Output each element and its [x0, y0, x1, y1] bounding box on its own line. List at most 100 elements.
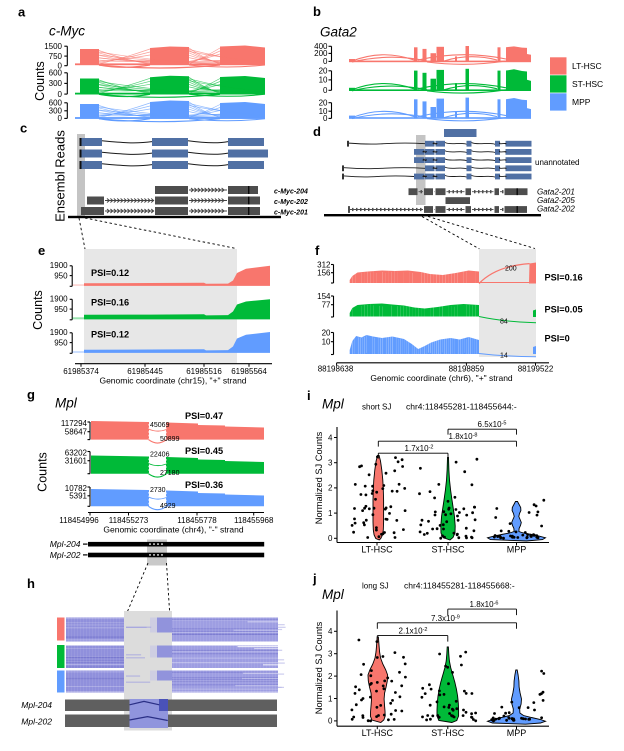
- svg-text:c-Myc-202: c-Myc-202: [274, 199, 308, 206]
- svg-text:154: 154: [317, 292, 331, 301]
- svg-text:2: 2: [328, 484, 333, 493]
- svg-text:0: 0: [328, 717, 333, 726]
- svg-text:117294: 117294: [61, 419, 88, 428]
- svg-text:950: 950: [54, 338, 68, 347]
- svg-text:chr4:118455281-118455668:-: chr4:118455281-118455668:-: [404, 581, 515, 591]
- svg-text:LT-HSC: LT-HSC: [361, 545, 393, 555]
- svg-text:22406: 22406: [150, 452, 170, 459]
- svg-text:77: 77: [322, 301, 331, 310]
- svg-text:118455778: 118455778: [177, 516, 217, 525]
- svg-text:Gata2-202: Gata2-202: [537, 205, 575, 214]
- svg-text:156: 156: [317, 269, 331, 278]
- svg-text:88198638: 88198638: [318, 365, 354, 374]
- svg-text:200: 200: [505, 266, 517, 273]
- svg-text:Ensembl Reads: Ensembl Reads: [53, 130, 68, 222]
- svg-text:1900: 1900: [50, 295, 68, 304]
- svg-text:61985516: 61985516: [186, 367, 222, 376]
- svg-text:0: 0: [323, 57, 328, 66]
- svg-text:1500: 1500: [44, 42, 62, 51]
- svg-text:2.1x10-2: 2.1x10-2: [399, 627, 428, 636]
- svg-text:20: 20: [319, 67, 328, 76]
- svg-text:MPP: MPP: [507, 728, 527, 738]
- svg-text:MPP: MPP: [572, 97, 591, 107]
- svg-text:88198859: 88198859: [449, 365, 485, 374]
- svg-text:e: e: [38, 243, 45, 258]
- svg-text:ST-HSC: ST-HSC: [431, 728, 465, 738]
- svg-text:Mpl-204: Mpl-204: [50, 539, 81, 549]
- svg-text:f: f: [315, 243, 320, 258]
- svg-text:7.3x10-9: 7.3x10-9: [431, 614, 460, 623]
- svg-text:MPP: MPP: [507, 545, 527, 555]
- svg-text:750: 750: [49, 52, 63, 61]
- svg-text:2730: 2730: [150, 487, 166, 494]
- svg-text:1.8x10-8: 1.8x10-8: [449, 432, 478, 441]
- svg-text:LT-HSC: LT-HSC: [362, 728, 394, 738]
- svg-text:10782: 10782: [65, 484, 88, 493]
- svg-text:4: 4: [328, 433, 333, 442]
- svg-text:Genomic coordinate (chr4), "-": Genomic coordinate (chr4), "-" strand: [103, 525, 243, 535]
- svg-text:unannotated: unannotated: [535, 158, 580, 167]
- svg-text:61985374: 61985374: [63, 367, 99, 376]
- svg-text:1.8x10-6: 1.8x10-6: [470, 600, 499, 609]
- svg-text:118455968: 118455968: [234, 516, 274, 525]
- svg-text:1: 1: [328, 694, 333, 703]
- svg-text:10: 10: [319, 107, 328, 116]
- svg-text:g: g: [27, 387, 35, 402]
- svg-text:Normalized SJ Counts: Normalized SJ Counts: [314, 621, 324, 714]
- svg-text:84: 84: [500, 319, 508, 326]
- svg-text:950: 950: [54, 305, 68, 314]
- svg-text:200: 200: [314, 49, 328, 58]
- svg-text:0: 0: [328, 534, 333, 543]
- svg-text:c: c: [20, 121, 27, 136]
- svg-text:27180: 27180: [160, 470, 180, 477]
- svg-text:PSI=0.16: PSI=0.16: [91, 298, 129, 308]
- svg-text:c-Myc: c-Myc: [49, 24, 85, 39]
- svg-text:b: b: [313, 4, 321, 19]
- svg-text:20: 20: [319, 99, 328, 108]
- svg-text:ST-HSC: ST-HSC: [572, 79, 603, 89]
- svg-text:45069: 45069: [150, 422, 170, 429]
- svg-text:Mpl-202: Mpl-202: [50, 550, 81, 560]
- svg-text:LT-HSC: LT-HSC: [572, 61, 602, 71]
- svg-text:300: 300: [49, 79, 63, 88]
- svg-text:61985445: 61985445: [127, 367, 163, 376]
- svg-text:Normalized SJ Counts: Normalized SJ Counts: [314, 431, 324, 524]
- svg-text:4: 4: [328, 627, 333, 636]
- svg-text:Mpl: Mpl: [55, 396, 78, 411]
- svg-text:20: 20: [322, 329, 331, 338]
- svg-text:61985564: 61985564: [231, 367, 267, 376]
- svg-text:50899: 50899: [160, 436, 180, 443]
- svg-text:PSI=0.36: PSI=0.36: [185, 480, 223, 490]
- svg-text:600: 600: [49, 99, 63, 108]
- svg-text:Mpl-204: Mpl-204: [21, 700, 52, 710]
- svg-text:a: a: [18, 5, 26, 20]
- svg-text:Mpl: Mpl: [322, 587, 345, 602]
- svg-text:PSI=0.45: PSI=0.45: [185, 446, 223, 456]
- svg-text:0: 0: [323, 86, 328, 95]
- svg-text:PSI=0.05: PSI=0.05: [545, 305, 583, 315]
- svg-text:PSI=0.47: PSI=0.47: [185, 411, 223, 421]
- svg-text:1.7x10-2: 1.7x10-2: [405, 444, 434, 453]
- svg-text:58647: 58647: [65, 428, 88, 437]
- svg-text:3: 3: [328, 459, 333, 468]
- svg-text:0: 0: [58, 114, 63, 123]
- svg-text:312: 312: [317, 261, 331, 270]
- svg-text:118454996: 118454996: [59, 516, 99, 525]
- svg-text:PSI=0.12: PSI=0.12: [91, 268, 129, 278]
- svg-text:PSI=0.12: PSI=0.12: [91, 330, 129, 340]
- svg-text:Counts: Counts: [31, 290, 45, 330]
- svg-text:400: 400: [314, 42, 328, 51]
- svg-text:31601: 31601: [65, 457, 88, 466]
- svg-text:0: 0: [58, 90, 63, 99]
- svg-text:0: 0: [58, 62, 63, 71]
- svg-text:PSI=0.16: PSI=0.16: [545, 273, 583, 283]
- svg-text:Gata2-201: Gata2-201: [537, 188, 575, 197]
- svg-text:118455273: 118455273: [109, 516, 149, 525]
- svg-text:short SJ: short SJ: [362, 403, 391, 412]
- svg-text:5391: 5391: [69, 492, 87, 501]
- svg-text:1900: 1900: [50, 328, 68, 337]
- svg-text:4929: 4929: [160, 503, 176, 510]
- svg-text:14: 14: [500, 353, 508, 360]
- svg-text:600: 600: [49, 69, 63, 78]
- svg-text:300: 300: [49, 107, 63, 116]
